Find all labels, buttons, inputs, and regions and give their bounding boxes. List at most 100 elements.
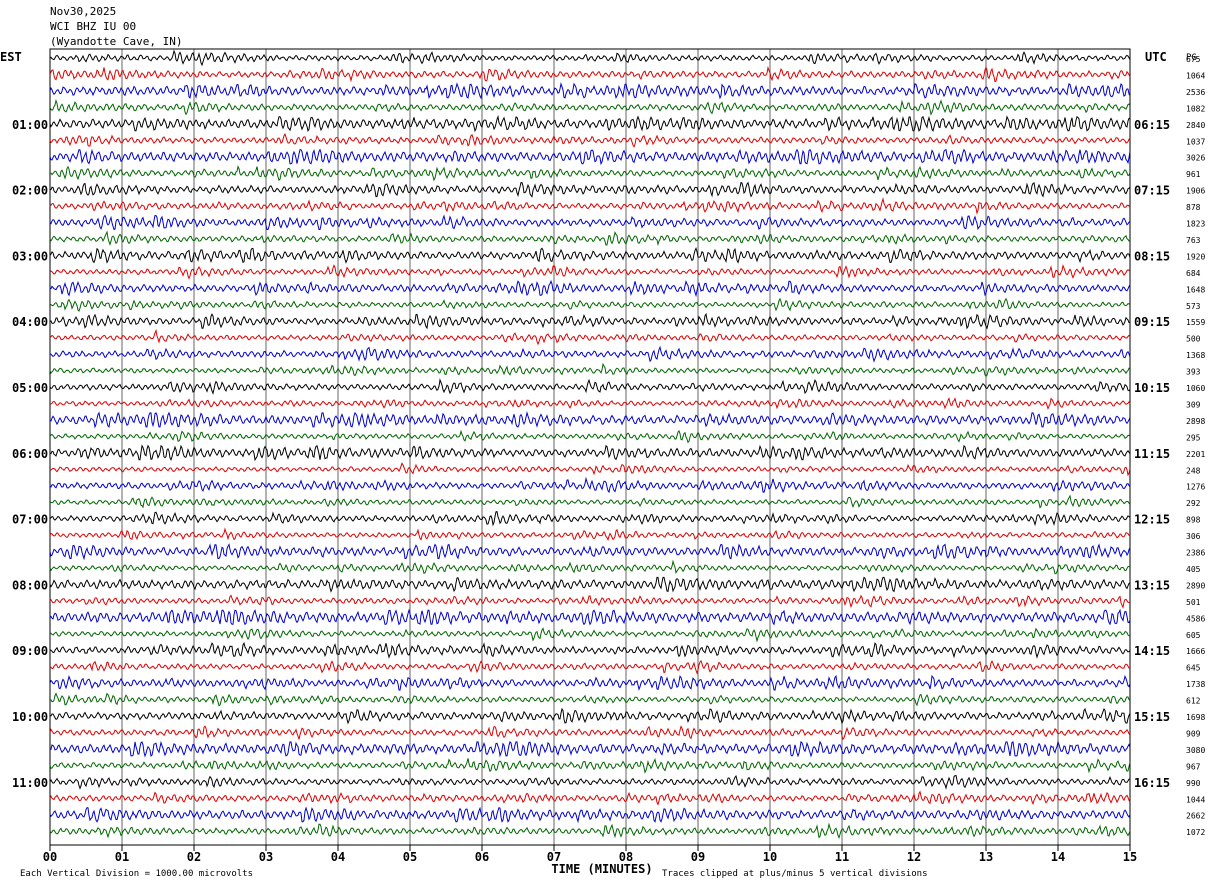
trace-row (49, 230, 1131, 247)
left-hour-label: 03:00 (12, 249, 48, 263)
row-value-label: 573 (1186, 302, 1201, 311)
right-hour-label: 14:15 (1134, 644, 1170, 658)
trace-row (49, 378, 1131, 395)
trace-row (50, 165, 1131, 182)
trace-row (49, 279, 1131, 298)
left-hour-label: 04:00 (12, 315, 48, 329)
row-value-label: 990 (1186, 779, 1201, 788)
trace-row (49, 576, 1131, 593)
x-tick-label: 13 (979, 850, 993, 864)
row-value-label: 2840 (1186, 121, 1205, 130)
row-value-label: 1559 (1186, 318, 1205, 327)
row-value-label: 605 (1186, 631, 1201, 640)
row-value-label: 3080 (1186, 746, 1205, 755)
row-value-label: 2890 (1186, 581, 1205, 590)
trace-row (49, 758, 1131, 774)
trace-row (49, 774, 1131, 790)
trace-row (49, 659, 1130, 675)
trace-row (50, 181, 1131, 198)
right-hour-label: 11:15 (1134, 447, 1170, 461)
trace-row (49, 725, 1131, 741)
left-hour-label: 08:00 (12, 578, 48, 592)
trace-row (49, 312, 1131, 330)
x-tick-label: 15 (1123, 850, 1137, 864)
row-value-label: 1044 (1186, 795, 1205, 804)
row-value-label: 1064 (1186, 71, 1205, 80)
row-value-label: 1648 (1186, 285, 1205, 294)
left-hour-label: 09:00 (12, 644, 48, 658)
right-hour-label: 12:15 (1134, 513, 1170, 527)
x-axis-title: TIME (MINUTES) (551, 862, 652, 876)
left-timezone-label: EST (0, 50, 22, 64)
trace-row (49, 559, 1131, 575)
row-value-label: 961 (1186, 170, 1201, 179)
left-hour-label: 01:00 (12, 118, 48, 132)
trace-row (49, 49, 1131, 67)
station-label: WCI BHZ IU 00 (50, 20, 137, 33)
x-tick-label: 05 (403, 850, 417, 864)
x-tick-label: 04 (331, 850, 345, 864)
row-value-label: 3026 (1186, 154, 1205, 163)
row-value-label: 1666 (1186, 647, 1205, 656)
row-value-label: 2386 (1186, 549, 1205, 558)
trace-row (49, 247, 1131, 264)
row-value-label: 1823 (1186, 220, 1205, 229)
trace-row (49, 822, 1131, 839)
row-value-label: 1368 (1186, 351, 1205, 360)
x-tick-label: 10 (763, 850, 777, 864)
x-tick-label: 09 (691, 850, 705, 864)
row-value-label: 898 (1186, 516, 1201, 525)
trace-row (49, 132, 1131, 148)
trace-row (49, 674, 1131, 691)
row-value-label: 292 (1186, 499, 1201, 508)
row-value-label: 1060 (1186, 384, 1205, 393)
trace-row (49, 707, 1131, 725)
right-hour-label: 13:15 (1134, 578, 1170, 592)
row-value-label: 248 (1186, 466, 1201, 475)
row-value-label: 612 (1186, 697, 1201, 706)
x-tick-label: 02 (187, 850, 201, 864)
row-value-label: 1920 (1186, 252, 1205, 261)
right-hour-label: 09:15 (1134, 315, 1170, 329)
trace-row (49, 114, 1131, 133)
trace-row (49, 345, 1131, 363)
trace-row (49, 476, 1131, 494)
trace-row (49, 641, 1131, 659)
right-column-label: PG (1186, 53, 1197, 63)
left-hour-label: 11:00 (12, 776, 48, 790)
trace-row (49, 397, 1131, 410)
trace-row (49, 594, 1131, 609)
plot-frame (49, 48, 1131, 846)
traces (49, 49, 1131, 839)
footer-clip-note: Traces clipped at plus/minus 5 vertical … (662, 869, 928, 879)
left-hour-label: 10:00 (12, 710, 48, 724)
left-hour-label: 02:00 (12, 184, 48, 198)
row-value-label: 878 (1186, 203, 1201, 212)
row-value-label: 1698 (1186, 713, 1205, 722)
row-value-label: 1738 (1186, 680, 1205, 689)
trace-row (49, 148, 1131, 166)
trace-row (49, 362, 1131, 378)
row-value-label: 967 (1186, 762, 1201, 771)
trace-row (49, 740, 1131, 758)
trace-row (49, 444, 1131, 462)
row-value-label: 763 (1186, 236, 1201, 245)
left-hour-label: 06:00 (12, 447, 48, 461)
trace-row (49, 462, 1131, 477)
left-hour-label: 07:00 (12, 513, 48, 527)
x-tick-label: 11 (835, 850, 849, 864)
row-value-label: 295 (1186, 433, 1201, 442)
right-hour-label: 06:15 (1134, 118, 1170, 132)
x-tick-label: 01 (115, 850, 129, 864)
trace-row (49, 527, 1131, 541)
left-hour-label: 05:00 (12, 381, 48, 395)
trace-row (49, 543, 1131, 561)
x-tick-label: 06 (475, 850, 489, 864)
row-value-label: 4586 (1186, 614, 1205, 623)
row-value-label: 675 (1186, 55, 1201, 64)
trace-row (49, 410, 1131, 429)
row-value-label: 909 (1186, 729, 1201, 738)
row-value-label: 500 (1186, 335, 1201, 344)
right-hour-label: 10:15 (1134, 381, 1170, 395)
trace-row (49, 214, 1131, 231)
